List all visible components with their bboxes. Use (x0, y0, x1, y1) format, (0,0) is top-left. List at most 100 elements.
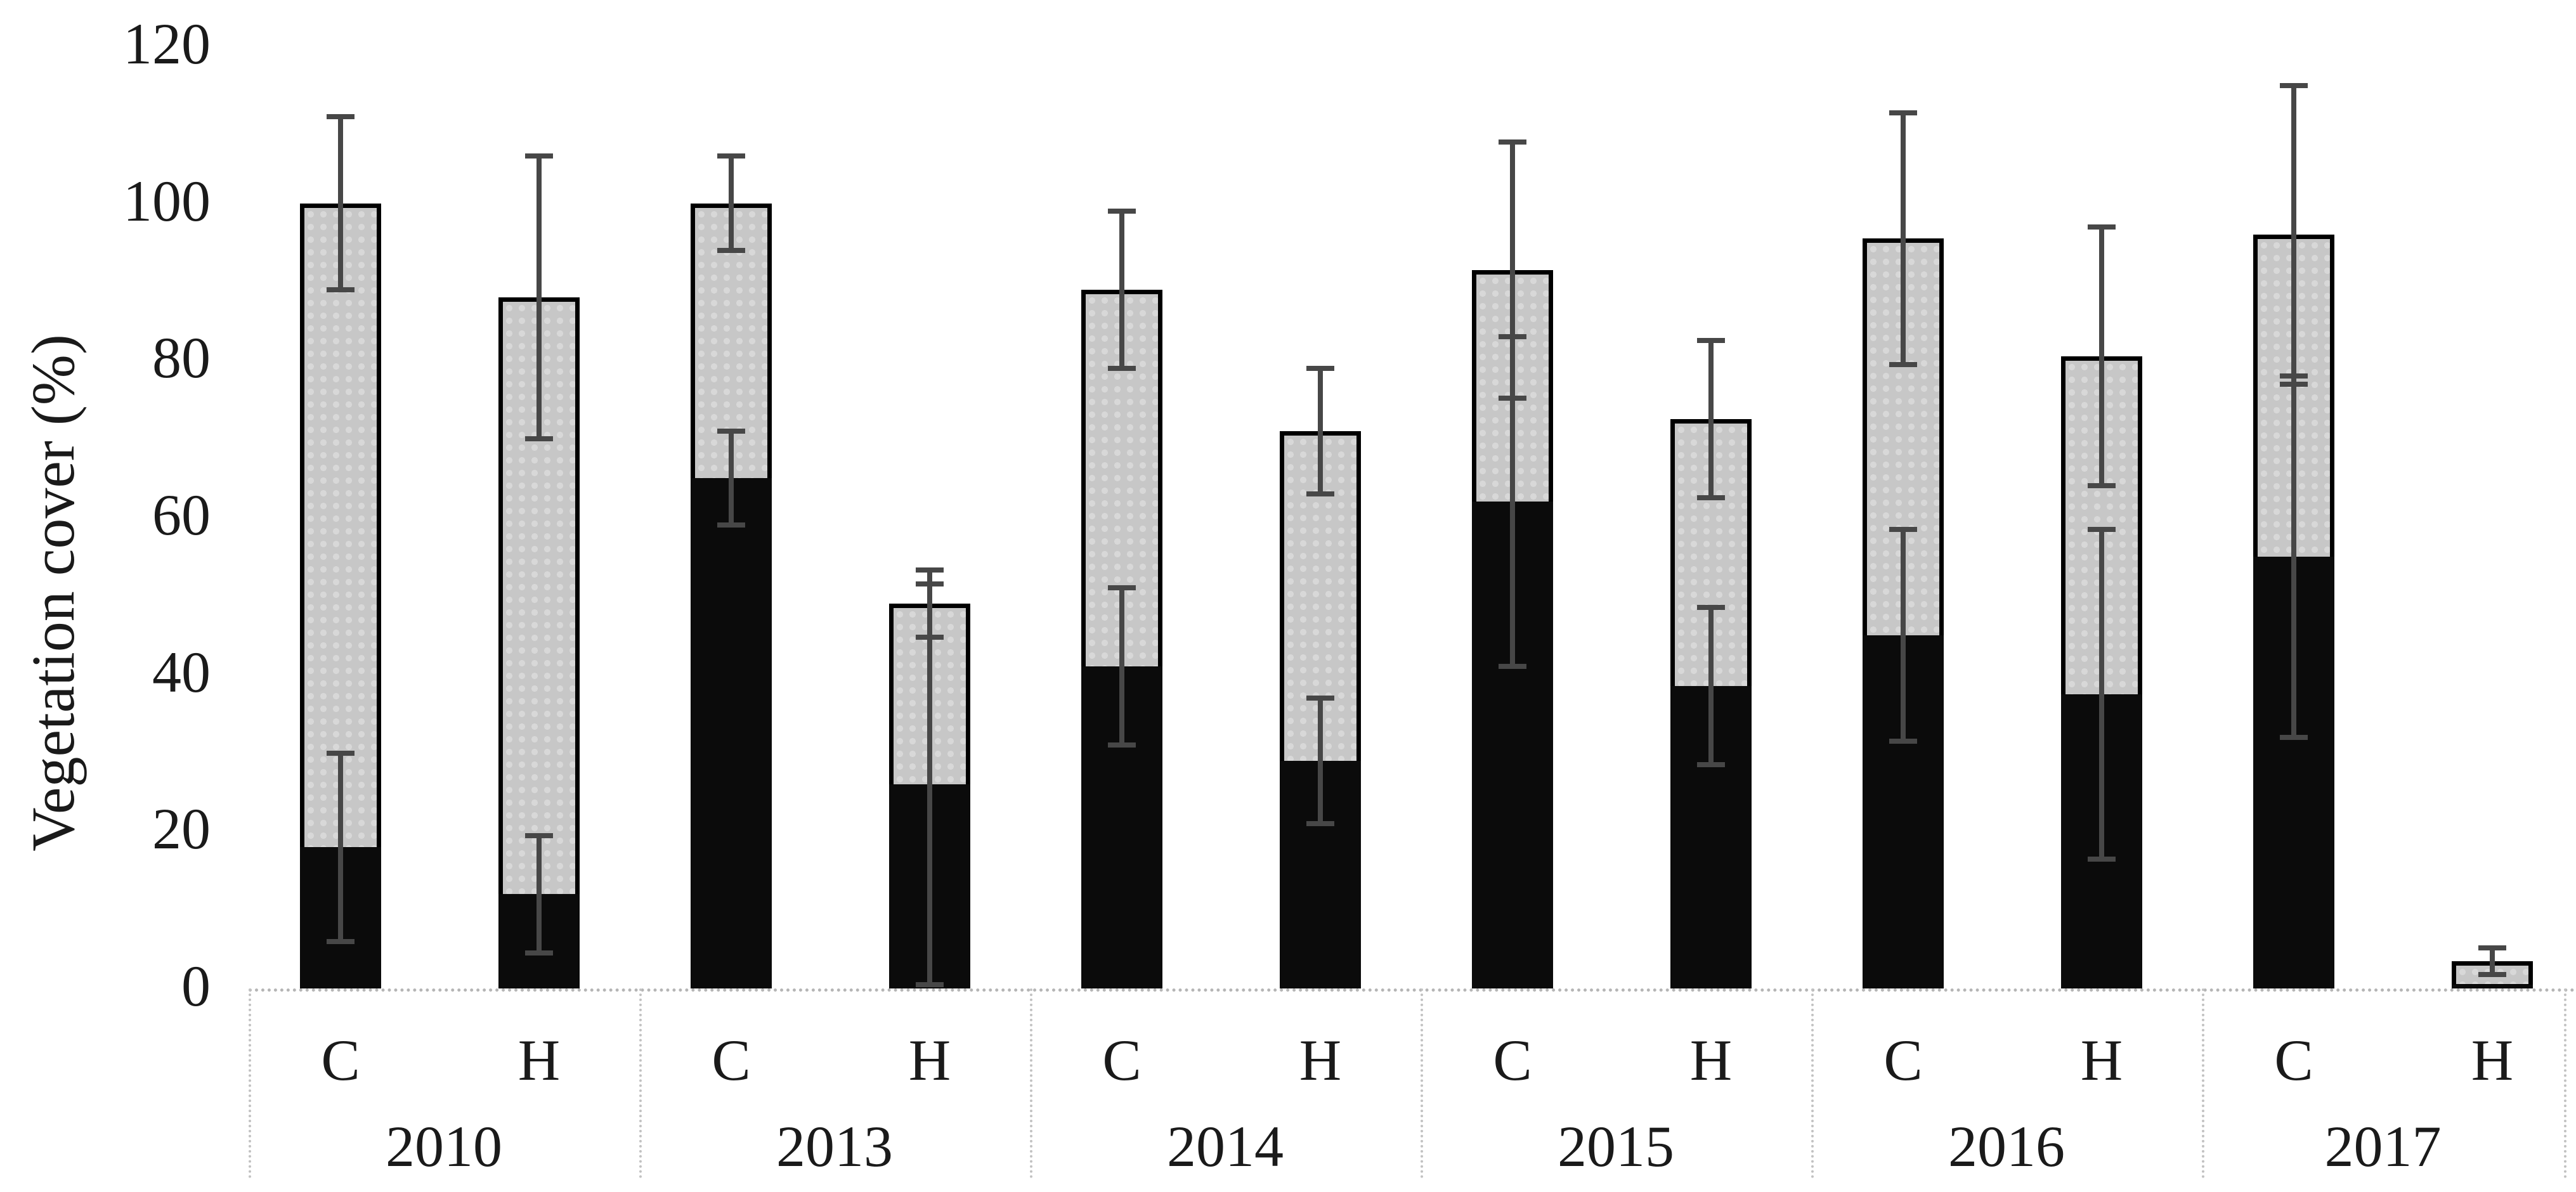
bar-2010-H-black-error-cap-high (525, 832, 553, 838)
category-separator-0 (249, 988, 251, 1178)
bar-2013-C-total-error-line (729, 156, 734, 250)
bar-2010-H-total-error-line (537, 156, 542, 439)
bar-2016-C-total-error-cap-high (1889, 110, 1917, 116)
bar-2010-H-black-error-line (537, 835, 542, 954)
bar-2013-C-total-error-cap-high (717, 153, 745, 159)
bar-2013-C-black-error-cap-high (717, 428, 745, 434)
treatment-label-2015-H: H (1689, 1028, 1733, 1092)
bar-2013-H-total-error-cap-high (916, 567, 944, 573)
bar-2015-H-black-error-cap-low (1697, 762, 1725, 768)
bar-2014-H-total-error-cap-low (1306, 491, 1334, 496)
bar-2015-H-black-error-line (1708, 607, 1714, 765)
bar-2013-C-black-segment (691, 478, 772, 988)
treatment-label-2010-H: H (517, 1028, 561, 1092)
bar-2010-C (300, 203, 381, 988)
bar-2014-C-black-error-line (1119, 588, 1124, 746)
bar-2014-H-black-error-line (1318, 697, 1323, 824)
bar-2013-H-black-error-line (927, 584, 932, 985)
category-separator-6 (2564, 988, 2566, 1178)
year-label-2015: 2015 (1558, 1114, 1674, 1179)
bar-2010-C-black-error-line (338, 753, 343, 942)
bar-2013-H-total-error-cap-low (916, 635, 944, 640)
bar-2014-H-total-error-line (1318, 368, 1323, 494)
bar-2016-H-total-error-line (2099, 226, 2104, 486)
bar-2015-C-black-error-cap-low (1499, 664, 1526, 670)
bar-2017-H-total-error-line (2490, 947, 2495, 975)
bar-2015-C-total-error-cap-low (1499, 395, 1526, 401)
bar-2010-C-total-error-cap-low (327, 287, 355, 292)
y-tick-label-20: 20 (152, 796, 211, 862)
year-label-2010: 2010 (386, 1114, 502, 1179)
bar-2014-H-black-error-cap-low (1306, 820, 1334, 826)
bar-2013-C-total-error-cap-low (717, 247, 745, 253)
bar-2010-C-total-error-line (338, 117, 343, 290)
bar-2017-H-total-error-cap-high (2478, 945, 2506, 950)
category-separator-1 (639, 988, 642, 1178)
treatment-label-2014-C: C (1102, 1028, 1142, 1092)
year-label-2016: 2016 (1948, 1114, 2065, 1179)
bar-2016-H-total-error-cap-low (2088, 483, 2116, 489)
bar-2010-C-black-error-cap-high (327, 750, 355, 756)
bar-2014-C-total-error-cap-low (1108, 365, 1136, 371)
bar-2016-C-black-error-line (1901, 529, 1906, 741)
y-tick-label-120: 120 (123, 11, 211, 76)
category-separator-5 (2202, 988, 2204, 1178)
bar-2014-C-black-error-cap-low (1108, 742, 1136, 748)
bar-2014-C-total-error-line (1119, 211, 1124, 368)
bar-2013-C-black-error-line (729, 431, 734, 526)
category-separator-2 (1030, 988, 1032, 1178)
bar-2013-H-total-error-line (927, 569, 932, 638)
year-label-2017: 2017 (2324, 1114, 2442, 1179)
y-tick-label-40: 40 (152, 639, 211, 704)
treatment-label-2013-C: C (712, 1028, 751, 1092)
bar-2017-H-black-segment (2452, 984, 2533, 988)
bar-2010-C-black-error-cap-low (327, 938, 355, 944)
year-label-2013: 2013 (776, 1114, 893, 1179)
treatment-label-2016-C: C (1883, 1028, 1923, 1092)
bar-2015-H-total-error-line (1708, 340, 1714, 498)
bar-2017-H-total-error-cap-low (2478, 971, 2506, 977)
bar-2017-C-black-error-cap-low (2280, 734, 2308, 740)
bar-2016-C-total-error-cap-low (1889, 361, 1917, 367)
bar-2010-H-total-error-cap-low (525, 436, 553, 442)
treatment-label-2017-C: C (2274, 1028, 2313, 1092)
bar-2015-C-total-error-cap-high (1499, 139, 1526, 145)
x-axis-baseline (249, 988, 2576, 992)
bar-2016-H-black-error-line (2099, 529, 2104, 859)
bar-2014-C-total-error-cap-high (1108, 209, 1136, 214)
treatment-label-2015-C: C (1493, 1028, 1532, 1092)
bar-2013-C-black-error-cap-low (717, 522, 745, 528)
bar-2015-H-total-error-cap-low (1697, 495, 1725, 501)
treatment-label-2013-H: H (908, 1028, 951, 1092)
bar-2015-C-total-error-line (1510, 142, 1515, 398)
y-tick-label-0: 0 (181, 953, 211, 1018)
bar-2016-H-total-error-cap-high (2088, 224, 2116, 230)
bar-2010-H-total-error-cap-high (525, 153, 553, 159)
bar-2016-C-total-error-line (1901, 113, 1906, 365)
bar-2015-H (1670, 419, 1752, 988)
year-label-2014: 2014 (1167, 1114, 1284, 1179)
bar-2016-C-black-error-cap-high (1889, 526, 1917, 532)
treatment-label-2016-H: H (2080, 1028, 2123, 1092)
bar-2010-C-total-error-cap-high (327, 114, 355, 120)
category-separator-4 (1811, 988, 1814, 1178)
bar-2015-C-black-error-line (1510, 337, 1515, 667)
bar-2016-H-black-error-cap-low (2088, 856, 2116, 862)
bar-2016-C-black-error-cap-low (1889, 738, 1917, 744)
y-axis-title: Vegetation cover (%) (19, 334, 87, 852)
treatment-label-2017-H: H (2471, 1028, 2514, 1092)
y-tick-label-60: 60 (152, 482, 211, 547)
bar-2013-C (691, 203, 772, 988)
bar-2014-H-total-error-cap-high (1306, 365, 1334, 371)
bar-2014-C-black-error-cap-high (1108, 585, 1136, 591)
bar-2015-H-black-error-cap-high (1697, 605, 1725, 611)
bar-2014-H-black-error-cap-high (1306, 695, 1334, 701)
treatment-label-2014-H: H (1299, 1028, 1342, 1092)
y-tick-label-80: 80 (152, 325, 211, 391)
category-separator-3 (1421, 988, 1423, 1178)
bar-2016-H-black-error-cap-high (2088, 526, 2116, 532)
bar-2013-H-black-error-cap-low (916, 981, 944, 987)
bar-2017-C-total-error-cap-high (2280, 82, 2308, 88)
y-tick-label-100: 100 (123, 168, 211, 233)
